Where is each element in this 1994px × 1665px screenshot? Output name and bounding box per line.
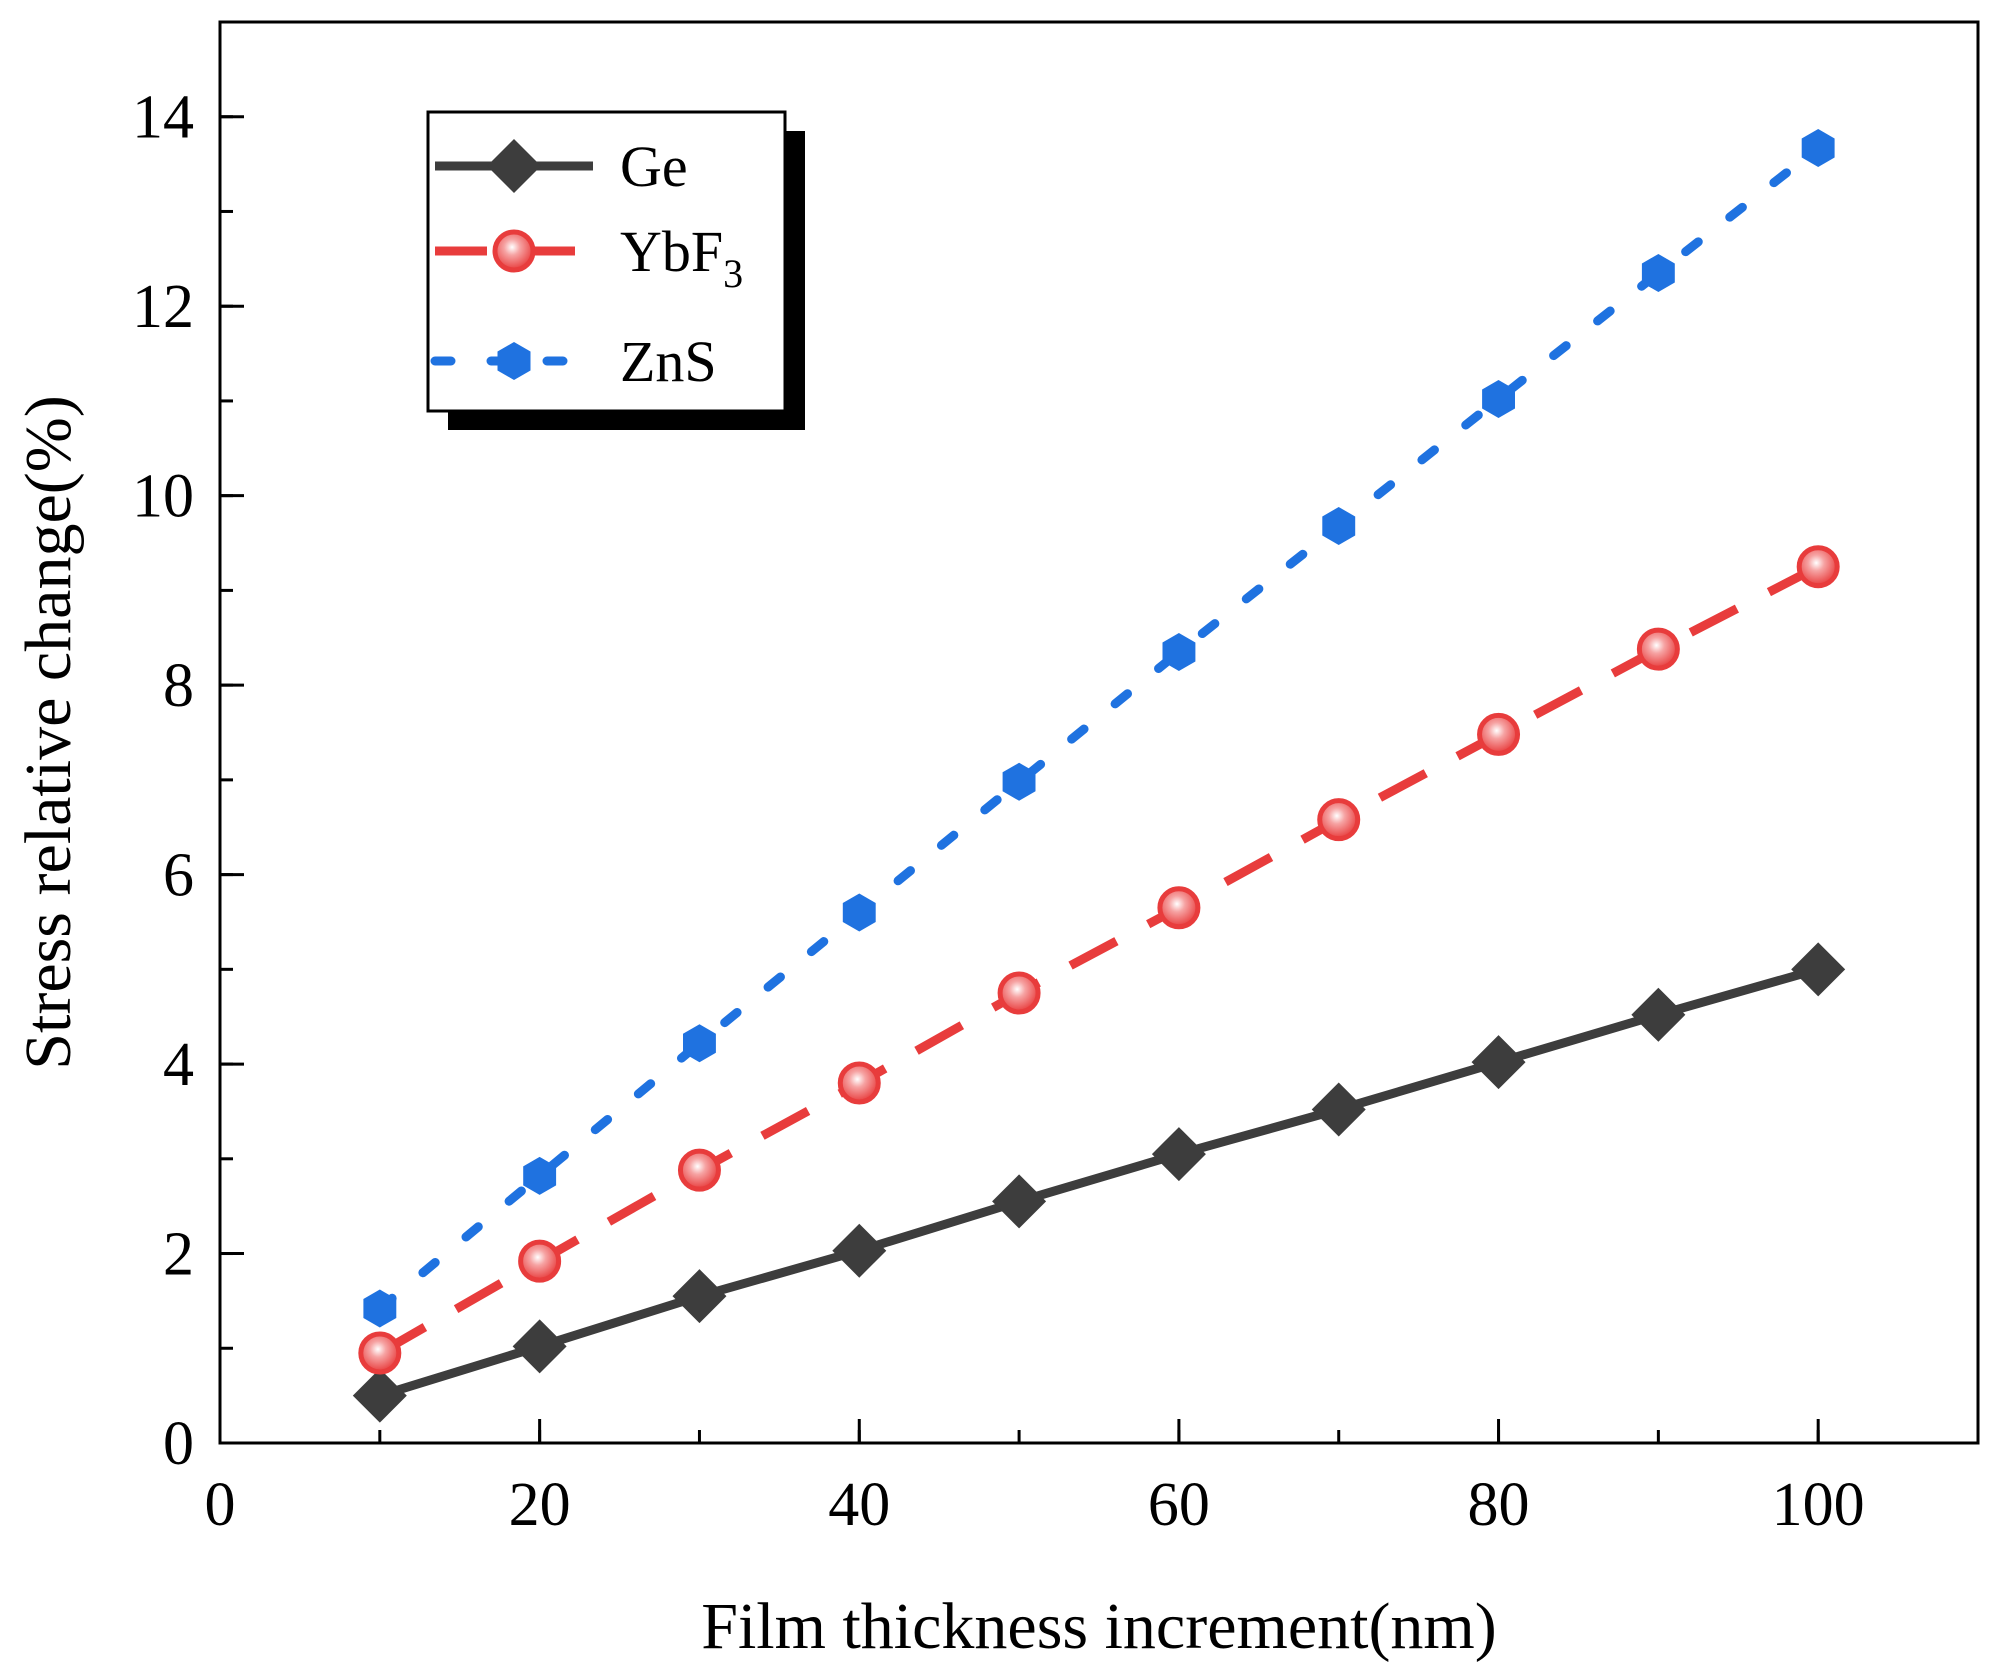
series-layer — [352, 129, 1846, 1423]
x-tick-label: 0 — [205, 1471, 236, 1539]
y-tick-label: 8 — [163, 652, 194, 720]
legend-item-zns: ZnS — [430, 329, 717, 394]
data-point — [1631, 987, 1686, 1042]
series-zns — [363, 129, 1835, 1328]
data-point — [352, 1368, 407, 1423]
data-point — [1471, 1035, 1526, 1090]
y-axis-title: Stress relative change(%) — [12, 395, 85, 1069]
data-point — [1477, 712, 1521, 756]
data-point — [832, 1223, 887, 1278]
y-tick-label: 6 — [163, 842, 194, 910]
x-tick-label: 40 — [828, 1471, 890, 1539]
data-point — [1311, 1082, 1366, 1137]
data-point — [1791, 942, 1846, 997]
x-tick-label: 80 — [1468, 1471, 1530, 1539]
series-ge — [352, 942, 1846, 1423]
y-tick-label: 4 — [163, 1031, 194, 1099]
data-point — [1151, 1127, 1206, 1182]
x-tick-label: 100 — [1772, 1471, 1865, 1539]
data-point — [683, 1024, 716, 1063]
y-tick-label: 12 — [132, 273, 194, 341]
data-point — [518, 1239, 562, 1283]
data-point — [1482, 380, 1515, 418]
data-point — [992, 1174, 1047, 1229]
legend-item-ge: Ge — [435, 134, 688, 199]
data-point — [1641, 254, 1675, 292]
plot-area — [218, 20, 1980, 1445]
data-point — [523, 1156, 557, 1195]
x-tick-label: 20 — [509, 1471, 571, 1539]
data-point — [512, 1319, 567, 1374]
data-point — [677, 1148, 721, 1192]
legend-label-subscript: 3 — [723, 251, 743, 296]
x-axis-title: Film thickness increment(nm) — [701, 1590, 1497, 1663]
data-point — [1162, 633, 1196, 671]
data-point — [672, 1269, 727, 1324]
data-point — [842, 893, 876, 932]
series-line — [378, 964, 1820, 1400]
y-tick-label: 0 — [163, 1410, 194, 1478]
x-axis: 0 20 40 60 80 100 — [205, 1419, 1865, 1539]
series-ybf — [358, 545, 1840, 1375]
data-point — [997, 971, 1041, 1015]
data-point — [1322, 507, 1356, 545]
data-point — [1002, 762, 1036, 801]
y-axis: 0 2 4 6 8 10 12 14 — [132, 84, 244, 1478]
legend-item-ybf: YbF3 — [435, 219, 743, 296]
legend-label: ZnS — [620, 329, 717, 394]
legend-label: Ge — [620, 134, 688, 199]
x-tick-label: 60 — [1148, 1471, 1210, 1539]
data-point — [837, 1061, 881, 1105]
data-point — [358, 1331, 402, 1375]
legend-label: YbF3 — [620, 219, 743, 296]
legend-marker — [492, 229, 536, 273]
data-point — [363, 1289, 397, 1328]
data-point — [1317, 798, 1361, 842]
legend-marker — [497, 342, 531, 380]
data-point — [1636, 627, 1680, 671]
series-line — [377, 562, 1821, 1357]
legend-marker — [487, 139, 541, 193]
legend-label-text: ZnS — [620, 329, 717, 394]
data-point — [1796, 545, 1840, 589]
legend-label-text: Ge — [620, 134, 688, 199]
plot-border — [218, 20, 1980, 1445]
data-point — [1157, 886, 1201, 930]
data-point — [1801, 129, 1835, 167]
legend-label-text: YbF — [620, 219, 723, 284]
y-tick-label: 14 — [132, 84, 194, 152]
y-tick-label: 2 — [163, 1221, 194, 1289]
y-tick-label: 10 — [132, 463, 194, 531]
